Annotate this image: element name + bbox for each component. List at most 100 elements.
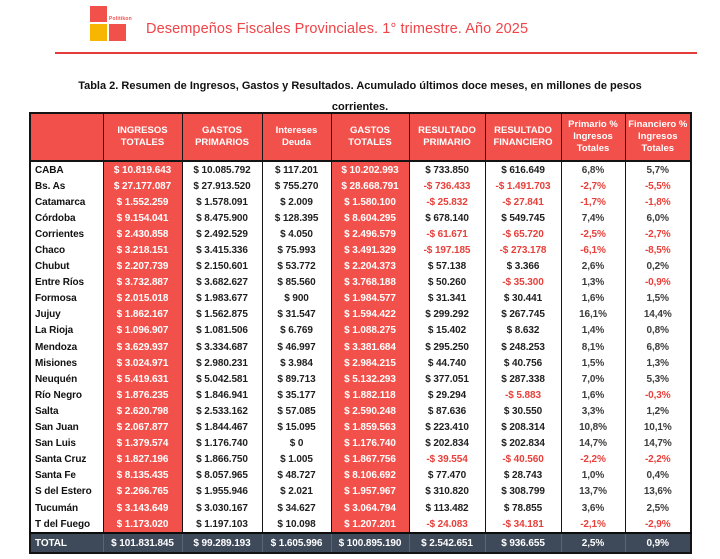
value-cell: $ 1.081.506 <box>181 322 263 340</box>
row-label-cell: Salta <box>29 403 104 420</box>
table-row: Corrientes $ 2.430.858 $ 2.492.529 $ 4.050 $… <box>29 226 692 243</box>
value-cell: 14,7% <box>560 435 626 452</box>
value-cell: -$ 25.832 <box>408 194 486 211</box>
value-cell: $ 10.085.792 <box>181 161 263 179</box>
value-cell: $ 3.064.794 <box>330 499 410 517</box>
value-cell: $ 3.984 <box>261 355 332 372</box>
logo-red-square-bottom <box>109 24 126 41</box>
value-cell: -2,9% <box>624 516 692 534</box>
table-row: Santa Fe $ 8.135.435 $ 8.057.965 $ 48.727 $ … <box>29 467 692 484</box>
value-cell: 10,8% <box>560 419 626 436</box>
value-cell: 3,3% <box>560 403 626 420</box>
value-cell: -$ 197.185 <box>408 242 486 259</box>
value-cell: $ 287.338 <box>484 371 562 388</box>
value-cell: 5,7% <box>624 161 692 179</box>
table-row: S del Estero $ 2.266.765 $ 1.955.946 $ 2.02… <box>29 483 692 500</box>
value-cell: $ 1.957.967 <box>330 483 410 500</box>
value-cell: $ 57.085 <box>261 403 332 420</box>
value-cell: 14,4% <box>624 306 692 323</box>
value-cell: $ 2.021 <box>261 483 332 500</box>
column-header: RESULTADO PRIMARIO <box>408 112 486 162</box>
value-cell: $ 1.578.091 <box>181 194 263 211</box>
value-cell: $ 50.260 <box>408 274 486 291</box>
column-header <box>29 112 104 162</box>
value-cell: $ 208.314 <box>484 419 562 436</box>
value-cell: $ 2.204.373 <box>330 258 410 275</box>
value-cell: $ 616.649 <box>484 161 562 179</box>
value-cell: 1,5% <box>560 355 626 372</box>
total-row: TOTAL $ 101.831.845 $ 99.289.193 $ 1.605.99… <box>29 532 692 554</box>
value-cell: $ 10.098 <box>261 516 332 534</box>
value-cell: -5,5% <box>624 178 692 195</box>
value-cell: $ 1.088.275 <box>330 322 410 340</box>
row-label-cell: Córdoba <box>29 210 104 227</box>
value-cell: $ 15.402 <box>408 322 486 340</box>
row-label-cell: Corrientes <box>29 226 104 243</box>
value-cell: $ 3.024.971 <box>102 355 183 372</box>
row-label-cell: Río Negro <box>29 387 104 404</box>
value-cell: $ 8.135.435 <box>102 467 183 484</box>
value-cell: $ 1.846.941 <box>181 387 263 404</box>
value-cell: -$ 27.841 <box>484 194 562 211</box>
column-header: INGRESOS TOTALES <box>102 112 183 162</box>
value-cell: $ 99.289.193 <box>181 532 263 554</box>
header-divider-line <box>55 52 697 54</box>
row-label-cell: La Rioja <box>29 322 104 340</box>
value-cell: $ 2.496.579 <box>330 226 410 243</box>
row-label-cell: CABA <box>29 161 104 179</box>
table-row: Bs. As $ 27.177.087 $ 27.913.520 $ 755.270 $… <box>29 178 692 195</box>
value-cell: $ 27.913.520 <box>181 178 263 195</box>
value-cell: $ 101.831.845 <box>102 532 183 554</box>
value-cell: $ 1.096.907 <box>102 322 183 340</box>
value-cell: $ 10.202.993 <box>330 161 410 179</box>
value-cell: $ 1.984.577 <box>330 290 410 307</box>
table-row: Río Negro $ 1.876.235 $ 1.846.941 $ 35.177 $… <box>29 387 692 404</box>
value-cell: 6,8% <box>560 161 626 179</box>
value-cell: $ 28.668.791 <box>330 178 410 195</box>
value-cell: $ 46.997 <box>261 339 332 356</box>
value-cell: $ 8.106.692 <box>330 467 410 484</box>
value-cell: -1,7% <box>560 194 626 211</box>
value-cell: 0,9% <box>624 532 692 554</box>
value-cell: $ 1.605.996 <box>261 532 332 554</box>
value-cell: $ 2.492.529 <box>181 226 263 243</box>
value-cell: $ 308.799 <box>484 483 562 500</box>
value-cell: $ 78.855 <box>484 499 562 517</box>
row-label-cell: Jujuy <box>29 306 104 323</box>
value-cell: 5,3% <box>624 371 692 388</box>
table-row: Misiones $ 3.024.971 $ 2.980.231 $ 3.984 $ 2… <box>29 355 692 372</box>
value-cell: $ 755.270 <box>261 178 332 195</box>
value-cell: $ 35.177 <box>261 387 332 404</box>
value-cell: $ 8.604.295 <box>330 210 410 227</box>
value-cell: $ 2.207.739 <box>102 258 183 275</box>
value-cell: $ 936.655 <box>484 532 562 554</box>
row-label-cell: S del Estero <box>29 483 104 500</box>
column-header: GASTOS TOTALES <box>330 112 410 162</box>
value-cell: $ 2.533.162 <box>181 403 263 420</box>
value-cell: $ 1.379.574 <box>102 435 183 452</box>
value-cell: $ 2.590.248 <box>330 403 410 420</box>
value-cell: $ 1.859.563 <box>330 419 410 436</box>
value-cell: $ 223.410 <box>408 419 486 436</box>
value-cell: 16,1% <box>560 306 626 323</box>
table-row: Tucumán $ 3.143.649 $ 3.030.167 $ 34.627 $ 3… <box>29 499 692 517</box>
table-row: Neuquén $ 5.419.631 $ 5.042.581 $ 89.713 $ 5… <box>29 371 692 388</box>
value-cell: -2,7% <box>560 178 626 195</box>
row-label-cell: TOTAL <box>29 532 104 554</box>
value-cell: $ 1.197.103 <box>181 516 263 534</box>
value-cell: 7,0% <box>560 371 626 388</box>
value-cell: $ 3.334.687 <box>181 339 263 356</box>
value-cell: -0,9% <box>624 274 692 291</box>
value-cell: -$ 35.300 <box>484 274 562 291</box>
value-cell: $ 299.292 <box>408 306 486 323</box>
value-cell: $ 3.415.336 <box>181 242 263 259</box>
row-label-cell: Mendoza <box>29 339 104 356</box>
value-cell: $ 267.745 <box>484 306 562 323</box>
value-cell: $ 5.419.631 <box>102 371 183 388</box>
value-cell: 13,6% <box>624 483 692 500</box>
value-cell: 3,6% <box>560 499 626 517</box>
row-label-cell: Tucumán <box>29 499 104 517</box>
value-cell: -0,3% <box>624 387 692 404</box>
value-cell: $ 1.827.196 <box>102 451 183 468</box>
value-cell: $ 27.177.087 <box>102 178 183 195</box>
